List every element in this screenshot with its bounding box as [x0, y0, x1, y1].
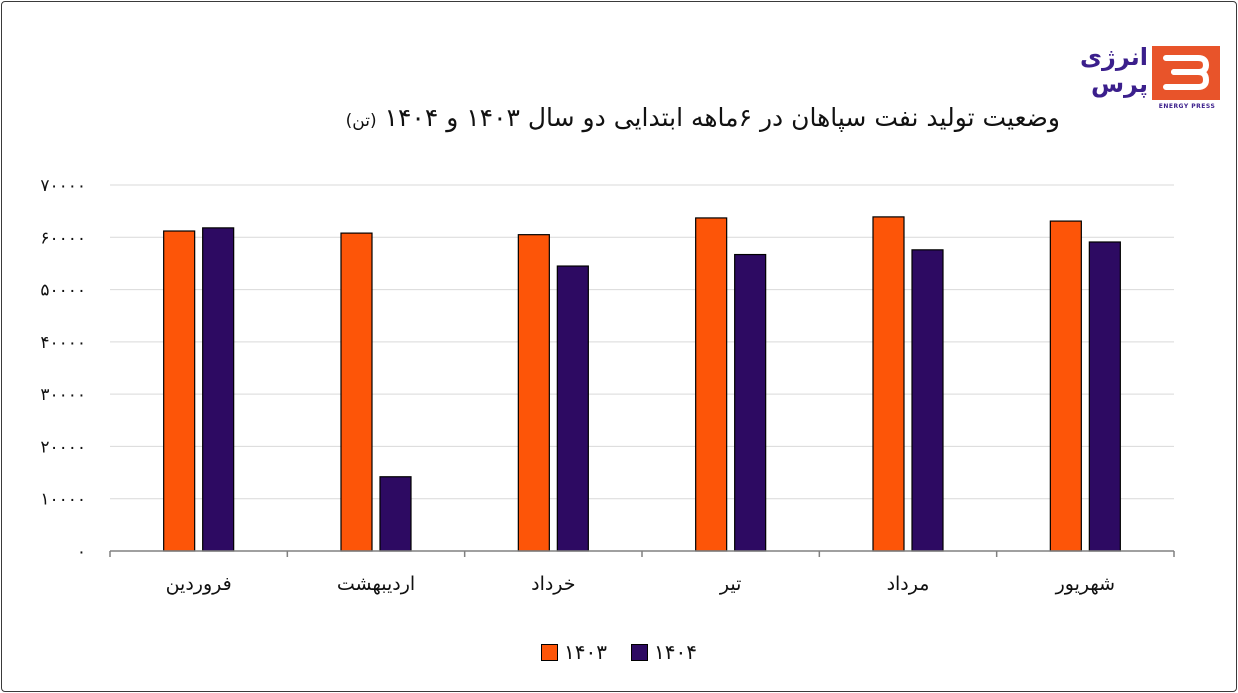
chart-title: وضعیت تولید نفت سپاهان در ۶ماهه ابتدایی …	[160, 103, 1060, 132]
logo-name-line2: پرس	[1090, 70, 1148, 98]
legend-label-1403: ۱۴۰۳	[564, 640, 607, 664]
x-tick-label: تیر	[719, 573, 742, 595]
y-tick-label: ۴۰۰۰۰	[40, 333, 86, 353]
x-tick-label: شهریور	[1055, 573, 1115, 595]
x-axis-tick-labels: فروردین اردیبهشت خرداد تیر مرداد شهریور	[166, 573, 1115, 595]
legend-swatch-1404	[631, 643, 648, 661]
y-tick-label: ۲۰۰۰۰	[40, 437, 86, 457]
bar-1404	[1088, 241, 1121, 552]
x-axis	[109, 550, 1175, 557]
bar-1404	[202, 227, 235, 552]
bar-1403	[1049, 220, 1082, 552]
y-tick-label: ۰	[77, 542, 86, 562]
bar-1404	[556, 265, 589, 552]
bars	[163, 216, 1121, 552]
bar-1403	[340, 232, 373, 552]
chart-title-unit: (تن)	[345, 111, 377, 131]
legend-item-1403: ۱۴۰۳	[541, 640, 607, 664]
y-tick-label: ۷۰۰۰۰	[40, 176, 86, 196]
x-tick-label: فروردین	[166, 573, 232, 595]
bar-1403	[695, 217, 728, 552]
x-tick-label: مرداد	[887, 573, 930, 595]
y-tick-label: ۶۰۰۰۰	[40, 228, 86, 248]
bar-1404	[379, 476, 412, 552]
legend-item-1404: ۱۴۰۴	[631, 640, 697, 664]
y-tick-label: ۵۰۰۰۰	[40, 281, 86, 301]
logo-name-line1: انرژی	[1080, 43, 1148, 71]
logo-mark-icon	[1152, 46, 1220, 100]
grid-lines	[110, 184, 1174, 500]
energy-press-logo: انرژی پرس ENERGY PRESS	[1058, 44, 1223, 116]
bar-1403	[872, 216, 905, 552]
bar-1404	[911, 249, 944, 552]
logo-tagline: ENERGY PRESS	[1158, 103, 1216, 110]
x-tick-label: اردیبهشت	[337, 573, 415, 595]
y-tick-label: ۳۰۰۰۰	[40, 385, 86, 405]
y-tick-label: ۱۰۰۰۰	[40, 490, 86, 510]
bar-1404	[734, 253, 767, 552]
bar-1403	[517, 234, 550, 552]
logo-text: انرژی پرس	[1058, 44, 1148, 98]
y-axis-tick-labels: ۰ ۱۰۰۰۰ ۲۰۰۰۰ ۳۰۰۰۰ ۴۰۰۰۰ ۵۰۰۰۰ ۶۰۰۰۰ ۷۰۰۰۰	[40, 176, 86, 562]
bar-1403	[163, 230, 196, 552]
legend-swatch-1403	[541, 643, 559, 661]
x-tick-label: خرداد	[531, 573, 575, 595]
chart-title-text: وضعیت تولید نفت سپاهان در ۶ماهه ابتدایی …	[384, 103, 1060, 132]
chart-legend: ۱۴۰۳ ۱۴۰۴	[0, 640, 1238, 664]
legend-label-1404: ۱۴۰۴	[654, 640, 697, 664]
